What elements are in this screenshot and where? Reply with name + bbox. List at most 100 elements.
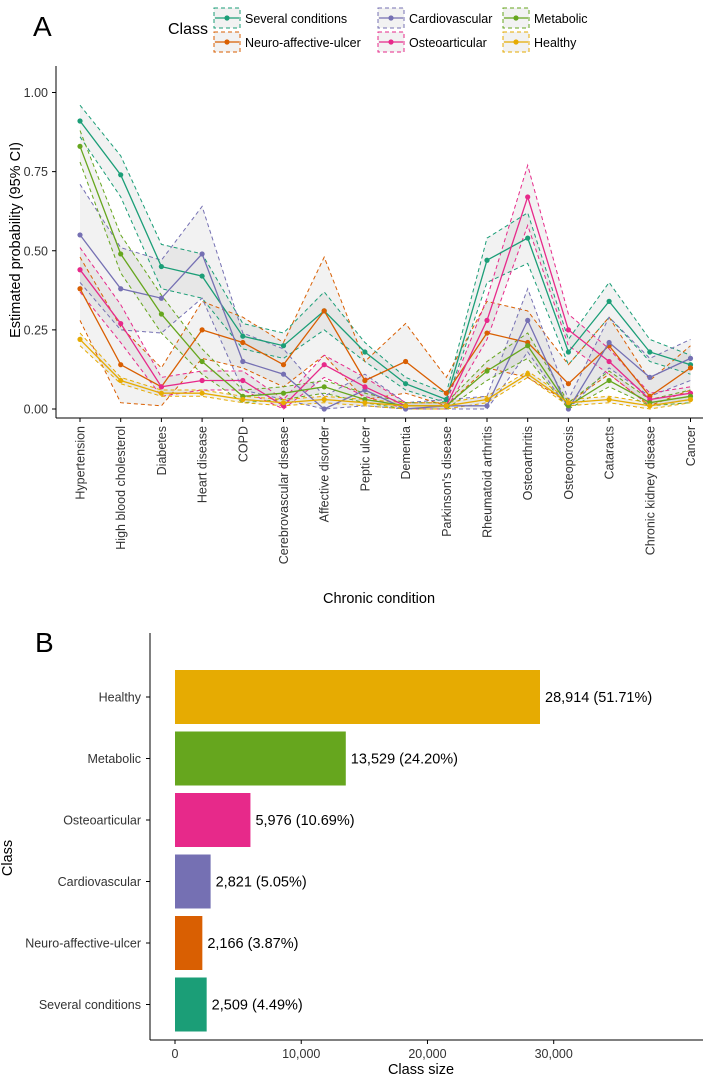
- legend-panel-a: Class Several conditions Neuro-affective-…: [168, 7, 588, 53]
- y-tick-label-a: 0.00: [24, 403, 48, 417]
- x-tick-label-osteoporosis: Osteoporosis: [562, 426, 576, 500]
- data-point-osteoarticular: [525, 194, 531, 200]
- x-tick-label-rheumatoid-arthritis: Rheumatoid arthritis: [481, 426, 495, 538]
- x-tick-label-b: 0: [172, 1047, 179, 1061]
- data-point-healthy: [77, 336, 83, 342]
- x-tick-label-affective-disorder: Affective disorder: [318, 426, 332, 522]
- x-tick-label-osteoarthritis: Osteoarthritis: [521, 426, 535, 500]
- ci-upper-healthy: [79, 332, 691, 404]
- data-point-osteoarticular: [240, 377, 246, 384]
- x-tick-label-parkinson-s-disease: Parkinson's disease: [440, 426, 454, 537]
- ci-band-neuro-affective-ulcer: [80, 257, 691, 406]
- data-point-neuro-affective-ulcer: [199, 327, 205, 333]
- panel-b-label: B: [35, 627, 54, 658]
- ci-upper-osteoarticular: [79, 163, 691, 404]
- data-point-osteoarticular: [606, 358, 612, 365]
- data-point-cardiovascular: [280, 371, 287, 377]
- x-tick-label-high-blood-cholesterol: High blood cholesterol: [114, 426, 128, 550]
- data-point-healthy: [199, 390, 205, 396]
- data-point-neuro-affective-ulcer: [687, 365, 694, 371]
- data-point-healthy: [158, 390, 164, 396]
- bar-value-label-healthy: 28,914 (51.71%): [545, 690, 652, 706]
- bar-value-label-several-conditions: 2,509 (4.49%): [212, 998, 303, 1014]
- data-point-healthy: [362, 400, 368, 406]
- y-tick-label-a: 0.75: [24, 165, 48, 179]
- data-point-neuro-affective-ulcer: [77, 286, 83, 292]
- data-point-cardiovascular: [687, 355, 694, 361]
- data-point-neuro-affective-ulcer: [280, 362, 287, 368]
- data-point-cardiovascular: [118, 286, 124, 292]
- data-point-osteoarticular: [199, 377, 205, 384]
- data-point-metabolic: [525, 343, 531, 349]
- data-point-several-conditions: [240, 333, 246, 339]
- data-point-healthy: [280, 400, 287, 406]
- bar-healthy: [175, 670, 540, 724]
- legend-key-point-healthy: [513, 39, 519, 45]
- ci-band-healthy: [80, 333, 691, 409]
- series-line-cardiovascular: [79, 234, 691, 411]
- y-tick-label-a: 1.00: [24, 86, 48, 100]
- data-point-neuro-affective-ulcer: [484, 330, 490, 336]
- data-point-healthy: [403, 403, 409, 409]
- data-point-several-conditions: [525, 235, 531, 241]
- y-tick-label-neuro-affective-ulcer: Neuro-affective-ulcer: [25, 937, 141, 951]
- data-point-cardiovascular: [240, 358, 246, 365]
- data-point-several-conditions: [280, 343, 287, 349]
- data-point-several-conditions: [77, 118, 83, 124]
- data-point-healthy: [443, 403, 449, 409]
- data-point-several-conditions: [443, 396, 449, 403]
- bar-chart-panel-b: Class Class size 0 10,000 20,000 30,000 Heal…: [0, 633, 703, 1078]
- data-point-metabolic: [484, 368, 490, 374]
- legend-key-point-metabolic: [513, 15, 519, 21]
- legend-key-point-osteoarticular: [388, 39, 394, 45]
- data-point-osteoarticular: [321, 362, 327, 368]
- data-point-metabolic: [321, 384, 327, 390]
- data-point-several-conditions: [118, 172, 124, 178]
- series-line-metabolic: [79, 146, 691, 407]
- data-point-healthy: [525, 371, 531, 377]
- legend-label-cardiovascular: Cardiovascular: [409, 12, 492, 26]
- ci-upper-neuro-affective-ulcer: [79, 255, 691, 382]
- series-line-neuro-affective-ulcer: [79, 288, 691, 398]
- legend-label-osteoarticular: Osteoarticular: [409, 36, 487, 50]
- x-tick-label-copd: COPD: [236, 426, 250, 462]
- series-line-several-conditions: [79, 120, 691, 401]
- legend-label-healthy: Healthy: [534, 36, 577, 50]
- data-point-cardiovascular: [525, 317, 531, 323]
- y-tick-label-a: 0.25: [24, 323, 48, 337]
- legend-label-several-conditions: Several conditions: [245, 12, 347, 26]
- data-point-several-conditions: [565, 349, 572, 355]
- bar-several-conditions: [175, 977, 207, 1032]
- data-point-metabolic: [158, 311, 164, 317]
- data-point-cardiovascular: [158, 295, 164, 301]
- data-point-several-conditions: [606, 298, 612, 304]
- x-tick-label-b: 10,000: [282, 1047, 320, 1061]
- x-tick-label-b: 30,000: [535, 1047, 573, 1061]
- bar-neuro-affective-ulcer: [175, 916, 203, 970]
- data-point-metabolic: [118, 251, 124, 257]
- y-tick-label-osteoarticular: Osteoarticular: [63, 814, 141, 828]
- data-point-neuro-affective-ulcer: [443, 390, 449, 396]
- data-point-osteoarticular: [77, 267, 83, 273]
- data-point-several-conditions: [403, 381, 409, 387]
- legend-label-metabolic: Metabolic: [534, 12, 588, 26]
- bar-osteoarticular: [175, 793, 251, 847]
- x-tick-label-hypertension: Hypertension: [74, 426, 88, 500]
- data-point-cardiovascular: [606, 339, 612, 346]
- x-tick-label-cancer: Cancer: [684, 426, 698, 466]
- data-point-osteoarticular: [362, 384, 368, 390]
- line-chart-panel-a: Estimated probability (95% CI) Chronic c…: [8, 66, 703, 607]
- data-point-healthy: [647, 403, 653, 409]
- data-point-osteoarticular: [158, 384, 164, 390]
- data-point-neuro-affective-ulcer: [321, 308, 327, 314]
- data-point-several-conditions: [199, 273, 205, 279]
- data-point-neuro-affective-ulcer: [118, 362, 124, 368]
- data-point-neuro-affective-ulcer: [565, 381, 572, 387]
- data-point-healthy: [606, 396, 612, 403]
- x-tick-label-cerebrovascular-disease: Cerebrovascular disease: [277, 426, 291, 564]
- bar-metabolic: [175, 731, 346, 786]
- data-point-cardiovascular: [321, 406, 327, 412]
- y-tick-label-several-conditions: Several conditions: [39, 998, 141, 1012]
- data-point-several-conditions: [647, 349, 653, 355]
- data-point-metabolic: [77, 143, 83, 149]
